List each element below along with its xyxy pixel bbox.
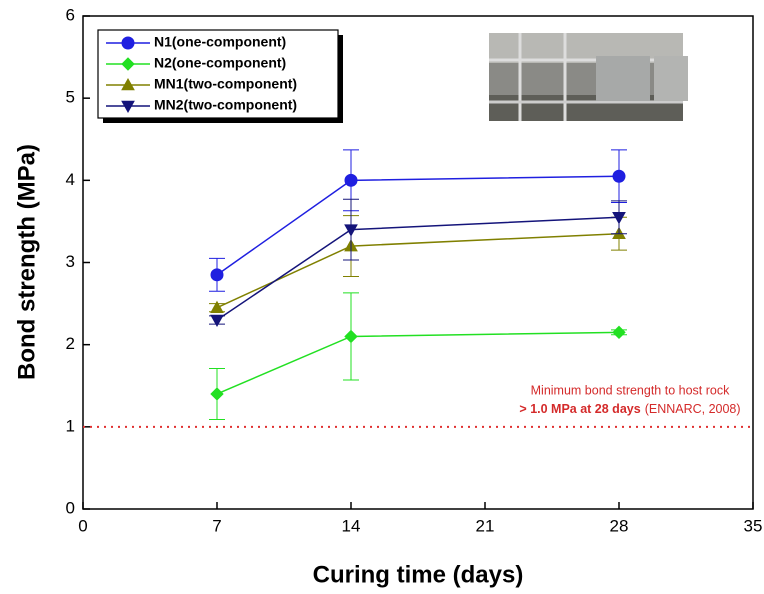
legend-label: MN1(two-component)	[154, 76, 297, 92]
y-tick-label: 3	[66, 252, 75, 271]
x-tick-label: 35	[744, 516, 763, 535]
legend-label: MN2(two-component)	[154, 97, 297, 113]
y-tick-label: 4	[66, 170, 75, 189]
marker	[210, 387, 224, 401]
x-tick-label: 0	[78, 516, 87, 535]
y-tick-label: 1	[66, 416, 75, 435]
y-tick-label: 2	[66, 334, 75, 353]
annotation-bold: > 1.0 MPa at 28 days	[519, 402, 640, 416]
marker	[344, 329, 358, 344]
y-tick-label: 6	[66, 5, 75, 24]
marker	[121, 77, 135, 91]
marker	[612, 325, 626, 340]
series-line	[216, 232, 620, 309]
marker	[210, 314, 224, 328]
legend-label: N2(one-component)	[154, 55, 286, 71]
x-tick-label: 21	[476, 516, 495, 535]
annotation: > 1.0 MPa at 28 days (ENNARC, 2008)	[519, 402, 740, 416]
marker	[121, 36, 135, 50]
x-tick-label: 7	[212, 516, 221, 535]
x-axis-title: Curing time (days)	[313, 561, 524, 588]
x-tick-label: 14	[342, 516, 361, 535]
photo-inset	[489, 33, 688, 121]
marker	[121, 57, 135, 71]
marker	[210, 300, 224, 313]
y-tick-label: 5	[66, 88, 75, 107]
annotation: Minimum bond strength to host rock	[531, 383, 730, 397]
marker	[612, 169, 626, 183]
legend-label: N1(one-component)	[154, 34, 286, 50]
marker	[121, 100, 135, 114]
x-tick-label: 28	[610, 516, 629, 535]
marker	[344, 173, 358, 187]
marker	[612, 212, 626, 225]
annotation-source: (ENNARC, 2008)	[645, 402, 741, 416]
marker	[344, 224, 358, 237]
y-tick-label: 0	[66, 498, 75, 517]
marker	[210, 268, 224, 282]
series-line	[216, 175, 620, 276]
legend: N1(one-component) N2(one-component) MN1(tw…	[97, 29, 343, 123]
y-axis-title: Bond strength (MPa)	[13, 144, 40, 380]
legend-box	[97, 29, 339, 119]
